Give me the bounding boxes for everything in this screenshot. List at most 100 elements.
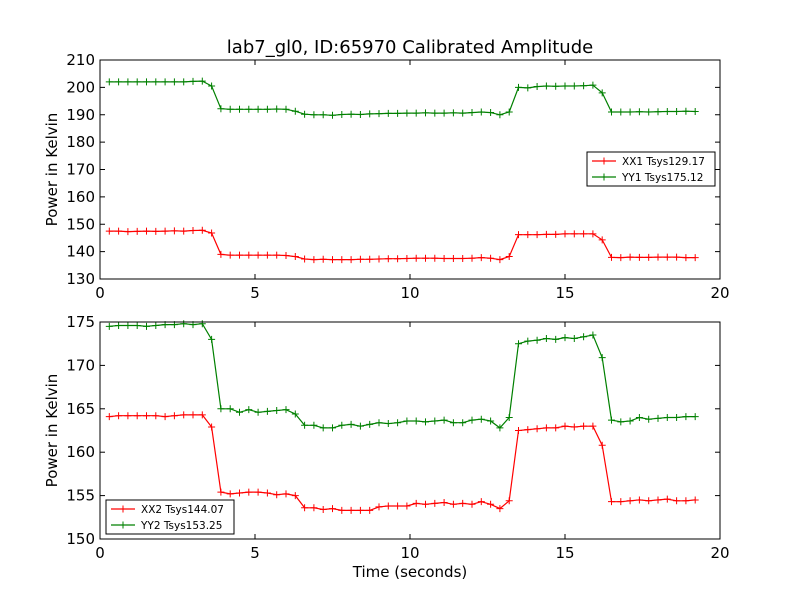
data-point	[598, 354, 606, 362]
data-point	[654, 414, 662, 422]
data-point	[180, 227, 188, 235]
data-point	[635, 413, 643, 421]
data-point	[236, 251, 243, 259]
data-point	[143, 322, 150, 330]
data-point	[124, 412, 132, 420]
data-point	[180, 320, 188, 328]
data-point	[124, 78, 132, 86]
data-point	[487, 500, 495, 508]
data-point	[412, 499, 420, 507]
data-point	[208, 423, 216, 431]
data-point	[673, 497, 681, 505]
data-point	[124, 321, 132, 329]
data-point	[282, 490, 290, 498]
data-point	[338, 110, 346, 118]
data-point	[291, 410, 299, 418]
x-tick-label: 15	[555, 284, 574, 302]
data-point	[542, 424, 550, 432]
data-point	[477, 498, 485, 506]
data-point	[403, 254, 411, 262]
data-point	[570, 334, 578, 342]
data-point	[524, 426, 532, 434]
data-point	[645, 497, 653, 505]
data-point	[375, 255, 383, 263]
data-point	[152, 78, 160, 86]
data-point	[403, 502, 411, 510]
x-tick-label: 20	[710, 284, 729, 302]
data-point	[542, 230, 550, 238]
data-point	[170, 227, 178, 235]
data-point	[505, 413, 513, 421]
data-point	[105, 322, 113, 330]
data-point	[273, 105, 281, 113]
data-point	[440, 416, 448, 424]
plot-frame	[99, 321, 721, 540]
legend-marker	[600, 157, 608, 165]
data-point	[580, 82, 588, 90]
data-point	[496, 111, 504, 119]
data-point	[422, 418, 429, 426]
legend: XX1 Tsys129.17 YY1 Tsys175.12	[586, 151, 716, 187]
data-point	[663, 107, 671, 115]
legend-box	[586, 151, 716, 187]
data-point	[552, 335, 560, 343]
data-point	[152, 321, 160, 329]
data-point	[468, 416, 476, 424]
data-point	[598, 236, 606, 244]
data-point	[366, 255, 374, 263]
x-tick-label: 10	[400, 284, 419, 302]
y-axis-label: Power in Kelvin	[43, 374, 61, 488]
data-point	[384, 109, 392, 117]
data-point	[347, 506, 355, 514]
data-point	[208, 335, 216, 343]
data-point	[449, 419, 457, 427]
data-point	[626, 417, 634, 425]
data-point	[236, 489, 243, 497]
y-tick-label: 130	[66, 270, 95, 288]
data-point	[682, 254, 690, 262]
data-point	[440, 109, 448, 117]
data-point	[394, 255, 402, 263]
data-point	[412, 254, 420, 262]
data-point	[301, 255, 309, 263]
data-point	[589, 422, 597, 430]
y-tick-label: 170	[66, 161, 95, 179]
data-point	[133, 227, 141, 235]
data-point	[580, 230, 588, 238]
data-point	[310, 504, 318, 512]
data-point	[598, 441, 606, 449]
data-point	[143, 227, 150, 235]
data-point	[170, 78, 178, 86]
y-tick-label: 200	[66, 78, 95, 96]
chart-panel-1: 0 5 10 15 20 130 140 150 160 170 180 190 200 210 Power…	[43, 51, 730, 302]
data-point	[356, 110, 364, 118]
y-tick-label: 140	[66, 243, 95, 261]
data-point	[561, 230, 569, 238]
data-point	[635, 496, 643, 504]
data-point	[673, 413, 681, 421]
data-point	[254, 488, 262, 496]
data-point	[691, 254, 699, 262]
data-point	[180, 78, 188, 86]
data-point	[487, 109, 495, 117]
data-point	[673, 253, 681, 261]
data-point	[561, 422, 569, 430]
data-point	[356, 506, 364, 514]
data-point	[515, 340, 522, 348]
data-point	[366, 506, 374, 514]
data-point	[245, 488, 253, 496]
data-point	[366, 420, 374, 428]
data-point	[226, 405, 234, 413]
data-point	[254, 408, 262, 416]
series-line-2	[109, 80, 696, 116]
y-tick-label: 165	[66, 400, 95, 418]
data-point	[477, 108, 485, 116]
legend-marker	[119, 521, 127, 529]
data-point	[124, 228, 132, 236]
data-point	[691, 496, 699, 504]
chart-title: lab7_gl0, ID:65970 Calibrated Amplitude	[227, 37, 593, 58]
data-point	[245, 251, 253, 259]
data-point	[440, 254, 448, 262]
data-point	[505, 253, 513, 261]
data-point	[449, 254, 457, 262]
